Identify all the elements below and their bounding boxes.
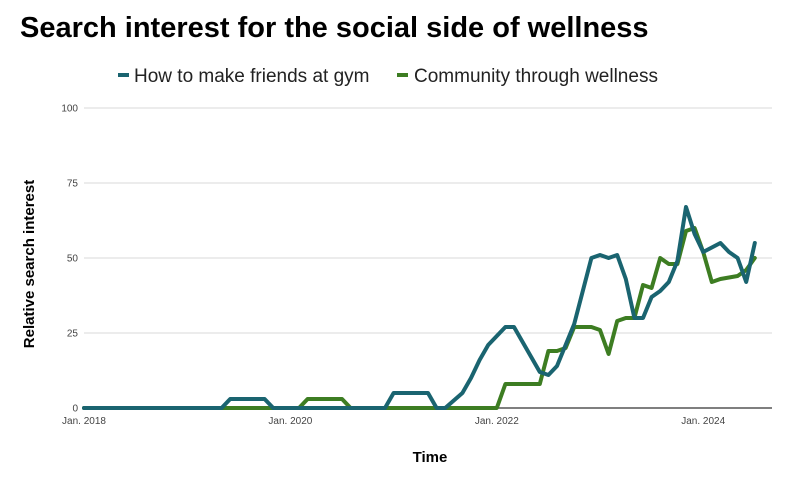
legend-label-friends-gym: How to make friends at gym [134, 66, 369, 87]
y-axis-title: Relative search interest [21, 180, 38, 348]
x-tick-label: Jan. 2018 [62, 416, 106, 427]
gridlines [84, 107, 772, 409]
y-tick-label: 50 [67, 254, 79, 265]
legend-label-community-wellness: Community through wellness [414, 66, 658, 87]
series-lines [82, 205, 757, 410]
x-axis-title: Time [413, 449, 448, 466]
legend-swatch-community-wellness [397, 73, 408, 77]
x-tick-label: Jan. 2020 [268, 416, 312, 427]
x-tick-label: Jan. 2024 [681, 416, 725, 427]
legend-swatch-friends-gym [118, 73, 129, 77]
chart-title: Search interest for the social side of w… [20, 12, 649, 44]
y-tick-label: 75 [67, 179, 79, 190]
series-line-friends-gym [82, 205, 757, 410]
x-axis-ticks: Jan. 2018 Jan. 2020 Jan. 2022 Jan. 2024 [62, 416, 726, 427]
y-tick-label: 25 [67, 329, 79, 340]
y-tick-label: 0 [72, 404, 78, 415]
x-tick-label: Jan. 2022 [475, 416, 519, 427]
legend: How to make friends at gym Community thr… [118, 66, 658, 87]
y-axis-ticks: 100 75 50 25 0 [61, 104, 78, 415]
y-tick-label: 100 [61, 104, 78, 115]
series-line-community-wellness [82, 226, 757, 410]
